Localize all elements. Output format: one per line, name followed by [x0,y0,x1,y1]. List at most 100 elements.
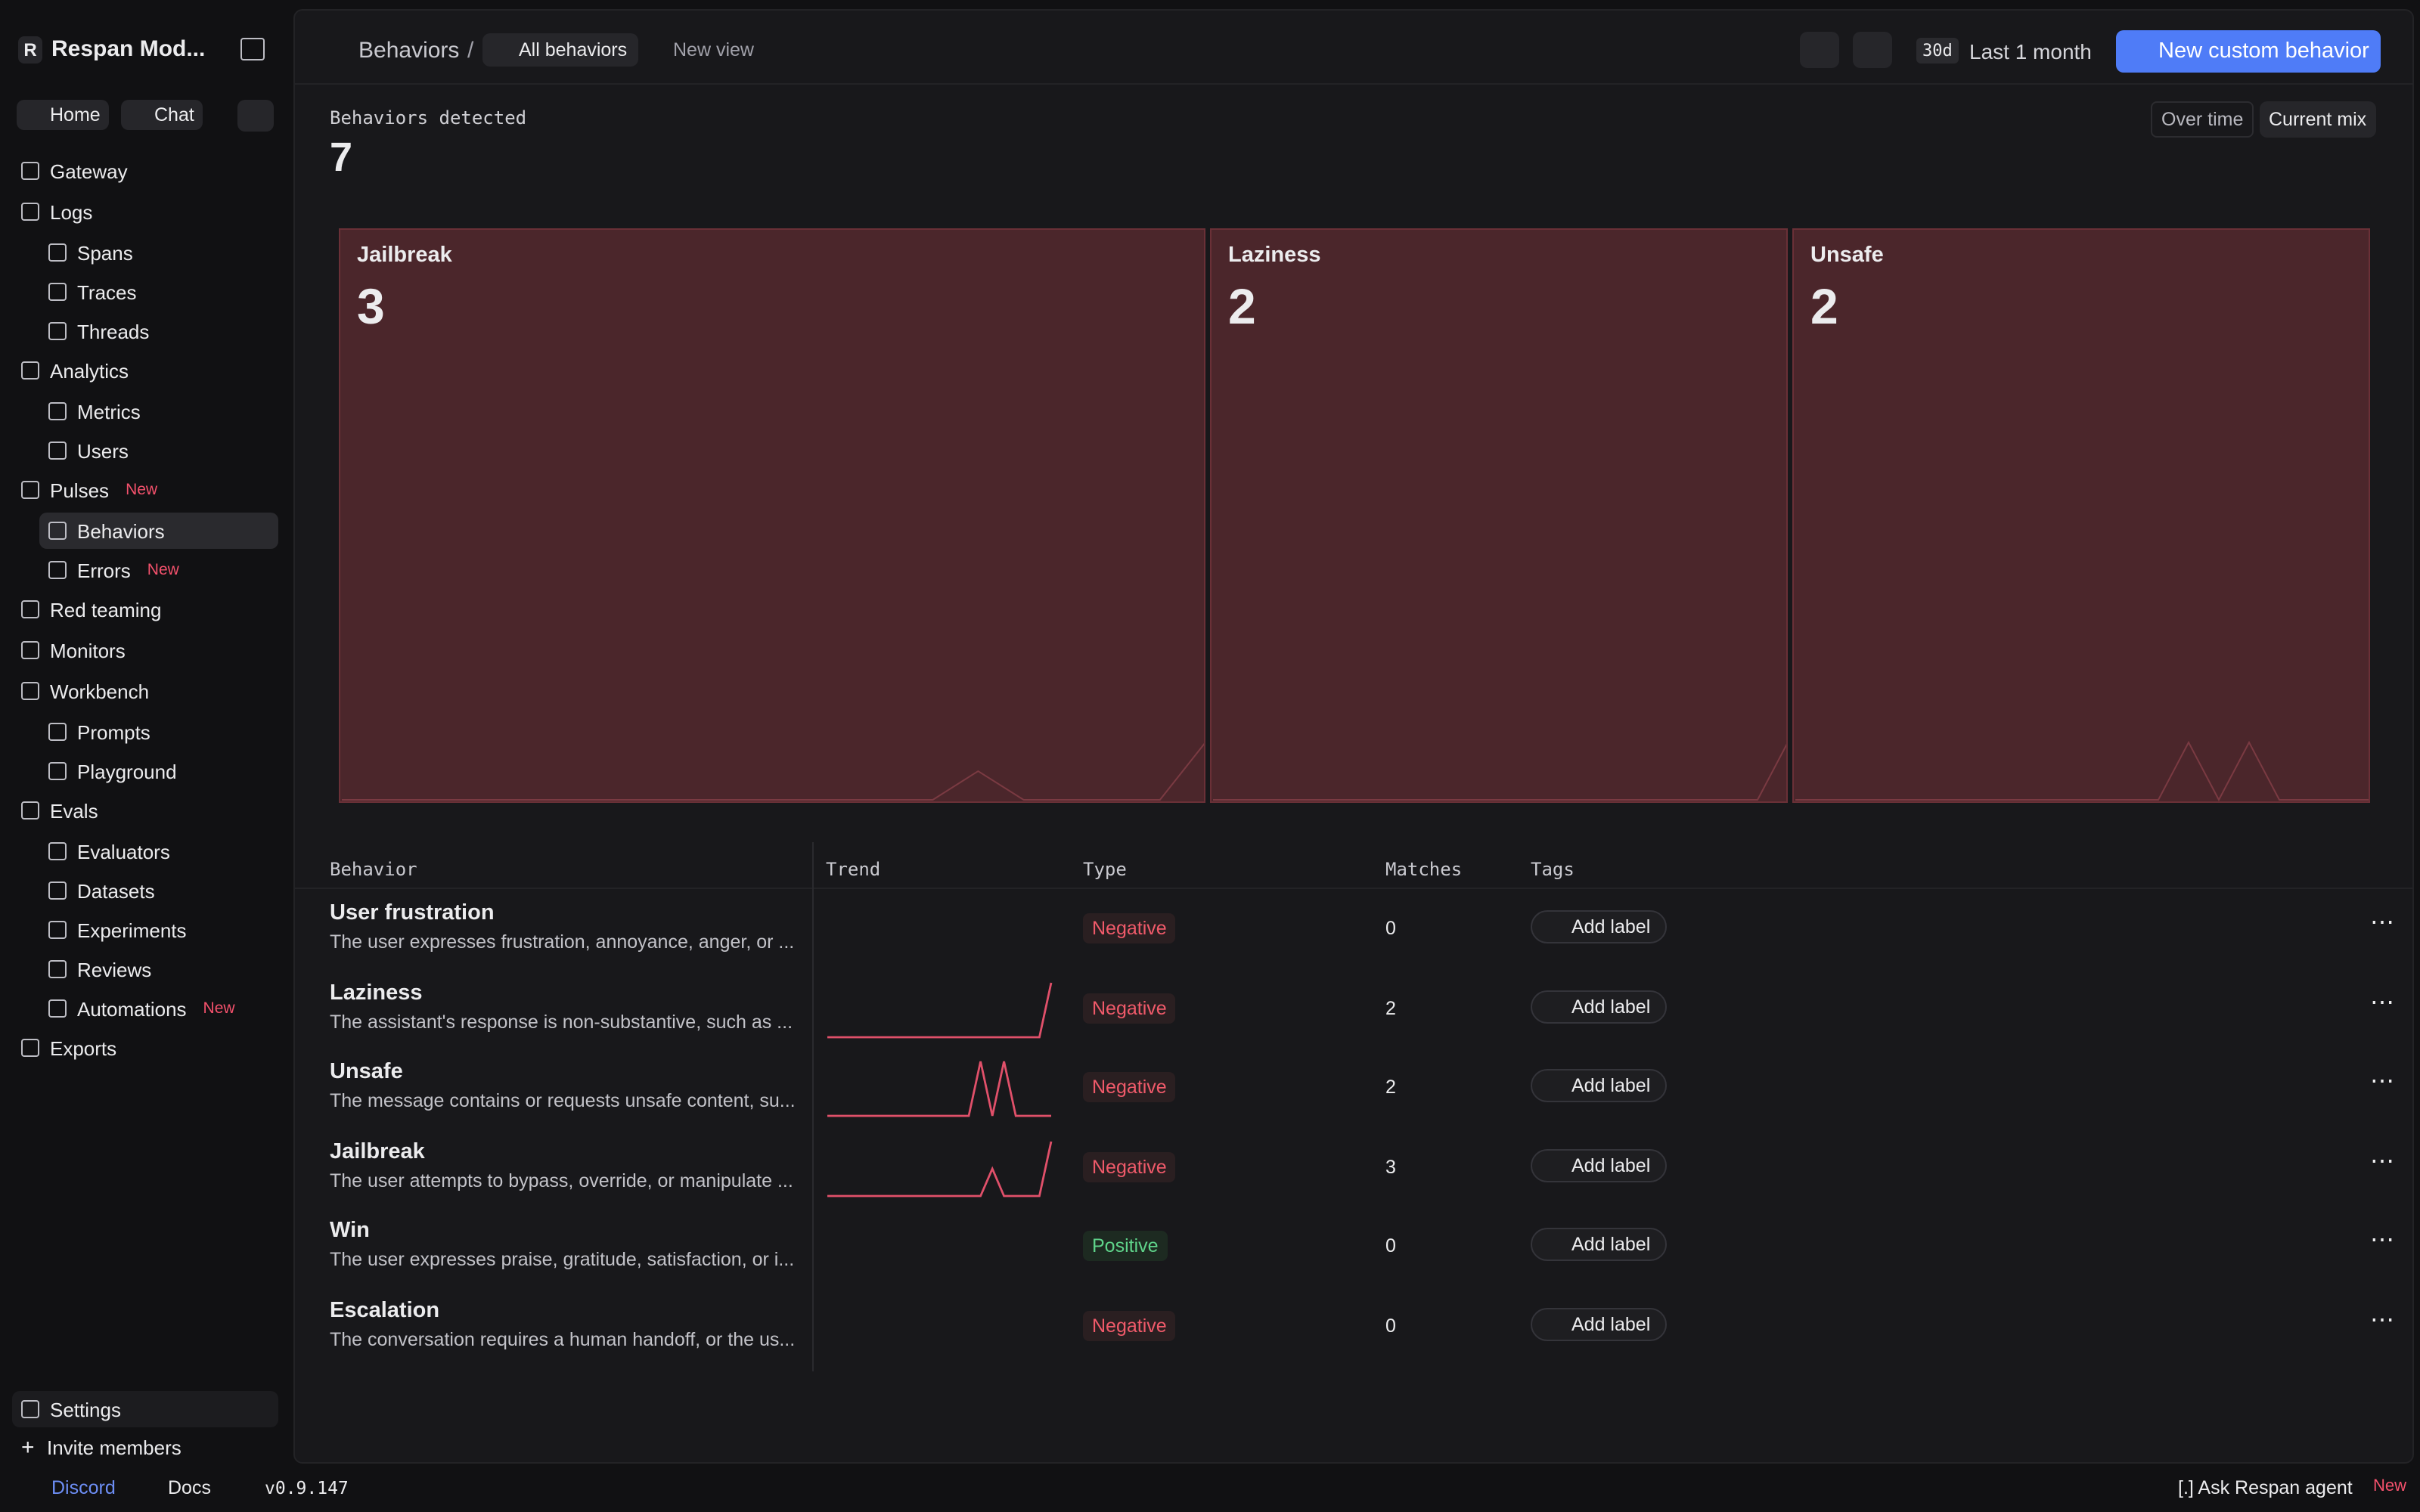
nav-label: Traces [77,280,137,303]
invite-link[interactable]: + Invite members [21,1434,182,1460]
nav-sub-item[interactable]: Datasets [39,872,278,909]
nav-sub-item[interactable]: Playground [39,753,278,789]
settings-link[interactable]: Settings [12,1391,130,1427]
table-row[interactable]: Laziness The assistant's response is non-… [295,968,2412,1047]
nav-icon [21,481,39,499]
table-row[interactable]: User frustration The user expresses frust… [295,889,2412,968]
behavior-description: The user expresses frustration, annoyanc… [330,931,795,953]
add-label-button[interactable]: Add label [1531,1148,1668,1182]
nav-label: Exports [50,1036,117,1059]
nav-icon [21,641,39,659]
toggle-current-mix[interactable]: Current mix [2260,101,2376,138]
type-badge: Negative [1083,1151,1176,1182]
new-badge: New [147,561,179,579]
nav-item[interactable]: Gateway [12,153,278,189]
view-tab[interactable]: New view [673,39,754,60]
tile-count: 3 [357,278,385,334]
home-link[interactable]: Home [17,100,110,130]
nav-item[interactable]: Workbench [12,673,278,709]
add-label-button[interactable]: Add label [1531,1069,1668,1103]
nav-item[interactable]: Analytics [12,352,278,389]
nav-icon [21,162,39,180]
add-label-button[interactable]: Add label [1531,990,1668,1024]
filter-button[interactable] [1800,32,1839,68]
nav-label: Playground [77,760,177,782]
search-button[interactable] [237,100,274,132]
nav-icon [48,442,67,460]
breadcrumb[interactable]: Behaviors [358,38,460,64]
nav-sub-item[interactable]: Traces [39,274,278,310]
summary-label: Behaviors detected [330,107,527,129]
settings-label: Settings [50,1398,121,1421]
nav-item[interactable]: Monitors [12,632,278,668]
nav-item[interactable]: Evals [12,792,278,829]
nav-sub-item[interactable]: Threads [39,313,278,349]
chat-link[interactable]: Chat [121,100,203,130]
nav-label: Pulses [50,479,110,501]
nav-sub-item[interactable]: Automations New [39,990,278,1027]
agent-link[interactable]: [.] Ask Respan agent [2178,1477,2353,1498]
nav-label: Metrics [77,400,141,423]
table-row[interactable]: Escalation The conversation requires a hu… [295,1287,2412,1365]
new-badge: New [203,999,235,1018]
nav-icon [48,561,67,579]
type-badge: Negative [1083,1311,1176,1341]
docs-link[interactable]: Docs [168,1477,211,1498]
workspace-name[interactable]: Respan Mod... [51,36,206,62]
nav-sub-item[interactable]: Behaviors [39,513,278,549]
mix-tile[interactable]: Unsafe 2 [1792,228,2370,803]
nav-label: Evals [50,799,98,822]
mix-tile[interactable]: Laziness 2 [1210,228,1788,803]
nav-label: Threads [77,320,150,342]
discord-link[interactable]: Discord [51,1477,116,1498]
tile-count: 2 [1228,278,1256,334]
mix-tile[interactable]: Jailbreak 3 [339,228,1205,803]
toggle-over-time[interactable]: Over time [2151,101,2254,138]
nav-sub-item[interactable]: Metrics [39,393,278,429]
more-button[interactable]: ⋯ [2370,1228,2396,1254]
nav-sub-item[interactable]: Errors New [39,552,278,588]
range[interactable]: Last 1 month [1969,39,2092,64]
sidebar-toggle[interactable] [240,38,265,60]
nav-sub-item[interactable]: Experiments [39,912,278,948]
nav-sub-item[interactable]: Spans [39,234,278,271]
more-button[interactable]: ⋯ [2370,990,2396,1016]
column-header: Trend [826,859,881,880]
nav-sub-item[interactable]: Prompts [39,714,278,750]
behavior-name: User frustration [330,901,495,925]
version: v0.9.147 [265,1477,349,1498]
add-label-button[interactable]: Add label [1531,1308,1668,1341]
trend-line [827,981,1053,1038]
nav-item[interactable]: Red teaming [12,591,278,627]
nav-item[interactable]: Pulses New [12,472,278,508]
behavior-name: Win [330,1219,370,1244]
range-short[interactable]: 30d [1916,38,1959,64]
table-row[interactable]: Win The user expresses praise, gratitude,… [295,1207,2412,1286]
nav-icon [48,842,67,860]
more-button[interactable]: ⋯ [2370,1069,2396,1095]
view-tab-active[interactable]: All behaviors [482,33,638,67]
nav-icon [21,682,39,700]
nav-item[interactable]: Logs [12,194,278,230]
nav-sub-item[interactable]: Evaluators [39,833,278,869]
more-button[interactable]: ⋯ [2370,1148,2396,1175]
add-label-button[interactable]: Add label [1531,1228,1668,1262]
nav-sub-item[interactable]: Reviews [39,951,278,987]
matches: 0 [1385,918,1396,939]
nav-label: Automations [77,997,187,1020]
nav-icon [48,243,67,262]
nav-item[interactable]: Exports [12,1030,278,1066]
nav-sub-item[interactable]: Users [39,432,278,469]
tag-button[interactable] [1853,32,1892,68]
more-button[interactable]: ⋯ [2370,910,2396,936]
table-row[interactable]: Jailbreak The user attempts to bypass, ov… [295,1128,2412,1207]
trend-sparkline [827,1061,1051,1117]
tile-trend-line [342,742,1204,801]
invite-label: Invite members [47,1436,182,1458]
add-label-button[interactable]: Add label [1531,910,1668,943]
new-behavior-button[interactable]: New custom behavior [2116,30,2381,73]
nav-icon [48,999,67,1018]
table-row[interactable]: Unsafe The message contains or requests u… [295,1048,2412,1126]
more-button[interactable]: ⋯ [2370,1308,2396,1334]
tile-name: Laziness [1228,243,1321,268]
